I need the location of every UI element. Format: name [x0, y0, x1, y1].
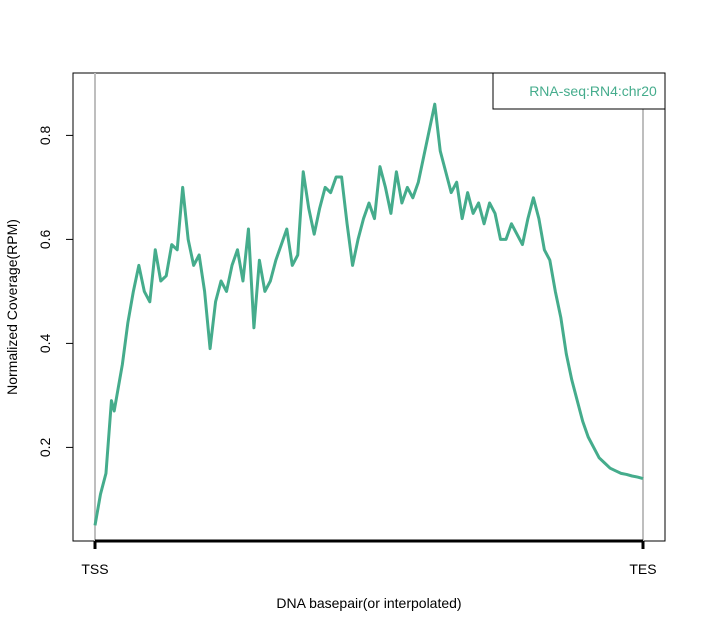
x-tick-label: TSS — [81, 561, 108, 577]
series-group — [93, 102, 644, 526]
y-tick-label: 0.4 — [37, 333, 53, 353]
y-axis: 0.2 0.4 0.6 0.8 — [37, 125, 74, 457]
x-axis-title: DNA basepair(or interpolated) — [276, 595, 461, 611]
y-tick-label: 0.2 — [37, 437, 53, 457]
series-line — [93, 102, 644, 526]
x-axis: TSS TES — [81, 540, 657, 577]
y-axis-title: Normalized Coverage(RPM) — [4, 219, 20, 395]
y-tick-label: 0.8 — [37, 125, 53, 145]
legend-box — [492, 72, 666, 110]
x-tick-label: TES — [629, 561, 656, 577]
y-tick-label: 0.6 — [37, 229, 53, 249]
legend-entry: RNA-seq:RN4:chr20 — [529, 83, 657, 99]
legend: RNA-seq:RN4:chr20 — [492, 72, 666, 110]
